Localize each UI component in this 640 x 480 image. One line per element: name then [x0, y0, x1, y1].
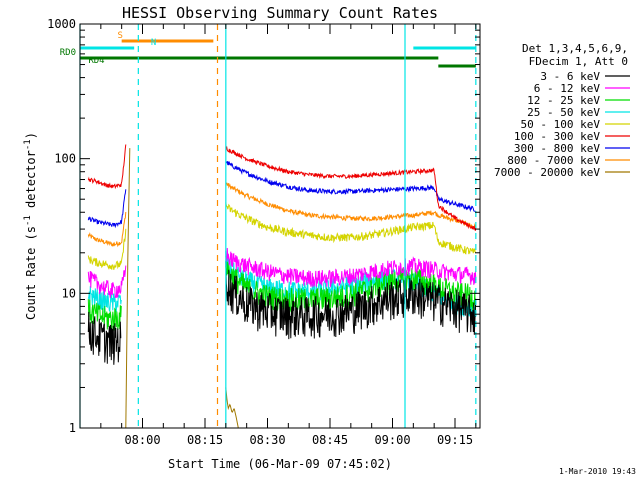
series-line: [225, 145, 477, 231]
series-line: [225, 160, 476, 213]
timestamp: 1-Mar-2010 19:43: [559, 467, 636, 476]
series-line: [225, 387, 239, 429]
legend-entry-label: 800 - 7000 keV: [507, 154, 600, 167]
chart-title: HESSI Observing Summary Count Rates: [122, 4, 438, 22]
series-line: [87, 265, 127, 298]
y-axis: 1 10 100 1000: [47, 17, 480, 435]
x-tick-label: 08:15: [187, 433, 223, 447]
y-axis-label-exp: -1: [23, 215, 33, 226]
flag-label: RD0: [60, 48, 76, 58]
legend-entry-label: 3 - 6 keV: [540, 70, 600, 83]
series-line: [87, 228, 127, 271]
observing-flags: S N RD0 RD4: [60, 31, 476, 68]
series-line: [87, 311, 122, 365]
plot-frame: [79, 23, 481, 429]
y-tick-label: 100: [54, 152, 76, 166]
flag-label: S: [118, 31, 123, 41]
x-tick-label: 08:45: [312, 433, 348, 447]
y-axis-label-mid: detector: [24, 150, 38, 215]
legend-entry-label: 7000 - 20000 keV: [494, 166, 600, 179]
legend-entry-label: 50 - 100 keV: [521, 118, 601, 131]
series-line: [225, 247, 477, 288]
y-axis-label-close: ): [24, 132, 38, 139]
legend-header-detectors: Det 1,3,4,5,6,9,: [522, 42, 628, 55]
series-line: [125, 148, 131, 429]
legend: Det 1,3,4,5,6,9, FDecim 1, Att 0 3 - 6 k…: [494, 42, 630, 179]
legend-header-decimation: FDecim 1, Att 0: [529, 55, 628, 68]
series-line: [87, 299, 122, 331]
legend-entry-label: 6 - 12 keV: [534, 82, 601, 95]
x-axis-label: Start Time (06-Mar-09 07:45:02): [168, 457, 392, 471]
series-line: [87, 189, 127, 229]
series-line: [225, 202, 477, 255]
legend-entry-label: 300 - 800 keV: [514, 142, 600, 155]
y-axis-label: Count Rate (s-1 detector-1): [23, 132, 38, 320]
x-tick-label: 09:00: [374, 433, 410, 447]
y-tick-label: 10: [62, 286, 76, 300]
legend-entry-label: 100 - 300 keV: [514, 130, 600, 143]
series-line: [87, 144, 127, 190]
y-axis-label-main: Count Rate (s: [24, 226, 38, 320]
legend-entry-label: 25 - 50 keV: [527, 106, 600, 119]
series-line: [225, 261, 477, 340]
series-layer: [87, 144, 477, 429]
y-tick-label: 1000: [47, 17, 76, 31]
y-axis-label-exp-2: -1: [23, 139, 33, 150]
x-axis: 08:00 08:15 08:30 08:45 09:00 09:15: [100, 24, 477, 447]
flag-label: RD4: [88, 56, 104, 66]
y-tick-label: 1: [69, 421, 76, 435]
series-line: [87, 211, 127, 248]
x-tick-label: 08:00: [124, 433, 160, 447]
flag-label: N: [151, 38, 156, 48]
x-tick-label: 09:15: [437, 433, 473, 447]
series-line: [225, 261, 477, 314]
legend-entry-label: 12 - 25 keV: [527, 94, 600, 107]
series-line: [225, 182, 477, 229]
x-tick-label: 08:30: [249, 433, 285, 447]
